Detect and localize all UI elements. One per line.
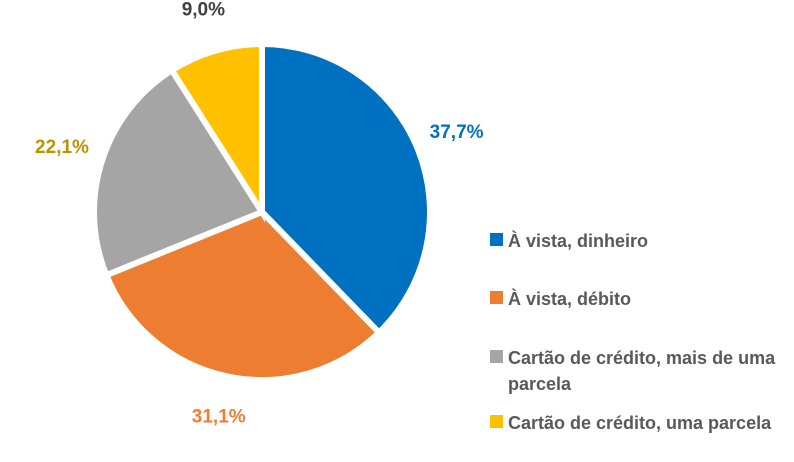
data-label: 9,0% — [182, 0, 225, 20]
legend-item: Cartão de crédito, mais de uma parcela — [490, 345, 790, 397]
pie-slice — [102, 208, 384, 383]
legend-swatch — [490, 350, 503, 363]
pie-slice — [91, 66, 267, 280]
legend-item: Cartão de crédito, uma parcela — [490, 410, 790, 436]
legend-swatch — [490, 233, 503, 246]
legend-item: À vista, débito — [490, 286, 790, 312]
legend-label: À vista, débito — [508, 289, 632, 309]
pie-slice — [167, 40, 265, 223]
legend-label: À vista, dinheiro — [508, 231, 649, 251]
data-label: 37,7% — [430, 122, 484, 143]
pie-slice — [259, 40, 433, 337]
legend-item: À vista, dinheiro — [490, 228, 790, 254]
data-label: 22,1% — [35, 137, 89, 158]
legend-swatch — [490, 291, 503, 304]
data-label: 31,1% — [192, 407, 246, 428]
legend-swatch — [490, 415, 503, 428]
legend-label: Cartão de crédito, mais de uma parcela — [508, 348, 776, 394]
legend-label: Cartão de crédito, uma parcela — [508, 413, 772, 433]
